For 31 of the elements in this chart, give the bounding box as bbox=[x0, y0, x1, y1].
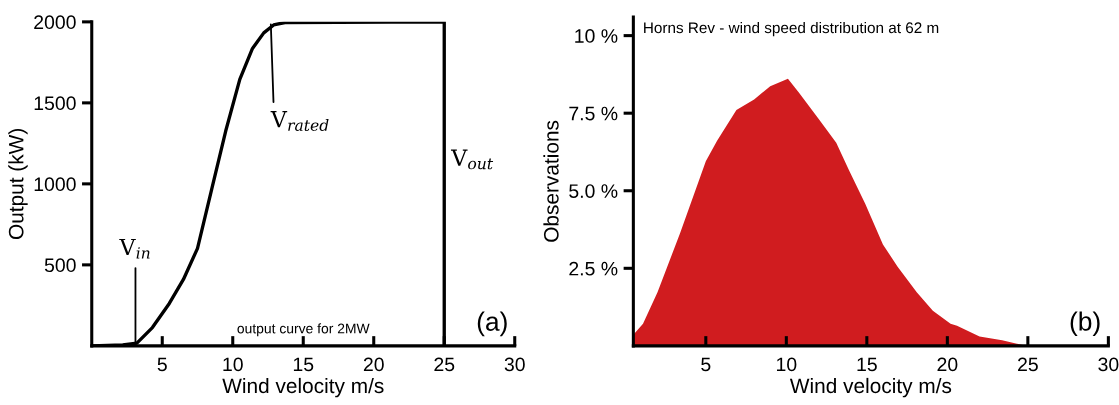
annotation: V$_{out}$ bbox=[450, 149, 494, 170]
y-axis-title: Observations bbox=[543, 120, 559, 242]
x-tick-label: 10 bbox=[223, 357, 243, 372]
annotation: (a) bbox=[477, 311, 507, 337]
y-tick-label: 500 bbox=[44, 258, 76, 273]
x-tick-label: 15 bbox=[857, 357, 877, 372]
x-tick-label: 30 bbox=[1098, 357, 1119, 372]
x-axis-title: Wind velocity m/s bbox=[222, 377, 384, 398]
y-tick-label: 7.5 % bbox=[569, 106, 618, 121]
chart-title: Horns Rev - wind speed distribution at 62 m bbox=[644, 21, 939, 37]
y-tick-label: 2000 bbox=[34, 15, 76, 30]
x-tick-label: 30 bbox=[504, 357, 525, 372]
annotation: V$_{in}$ bbox=[119, 238, 150, 259]
x-tick-label: 20 bbox=[937, 357, 958, 372]
x-tick-label: 25 bbox=[1018, 357, 1038, 372]
y-tick-label: 1000 bbox=[34, 177, 76, 192]
x-axis-title: Wind velocity m/s bbox=[789, 377, 952, 398]
y-axis-title: Output (kW) bbox=[8, 129, 28, 240]
annotation: output curve for 2MW bbox=[237, 323, 370, 337]
x-tick-label: 5 bbox=[157, 357, 167, 372]
annotation: V$_{rated}$ bbox=[270, 111, 329, 131]
x-tick-label: 5 bbox=[701, 357, 711, 372]
y-tick-label: 1500 bbox=[34, 96, 76, 111]
x-tick-label: 10 bbox=[776, 357, 797, 372]
x-tick-label: 20 bbox=[363, 357, 384, 372]
x-tick-label: 25 bbox=[434, 357, 455, 372]
y-tick-label: 10 % bbox=[575, 29, 618, 43]
annotation: (b) bbox=[1070, 311, 1100, 336]
y-tick-label: 5.0 % bbox=[569, 184, 618, 198]
x-tick-label: 15 bbox=[293, 357, 314, 372]
y-tick-label: 2.5 % bbox=[569, 261, 618, 276]
